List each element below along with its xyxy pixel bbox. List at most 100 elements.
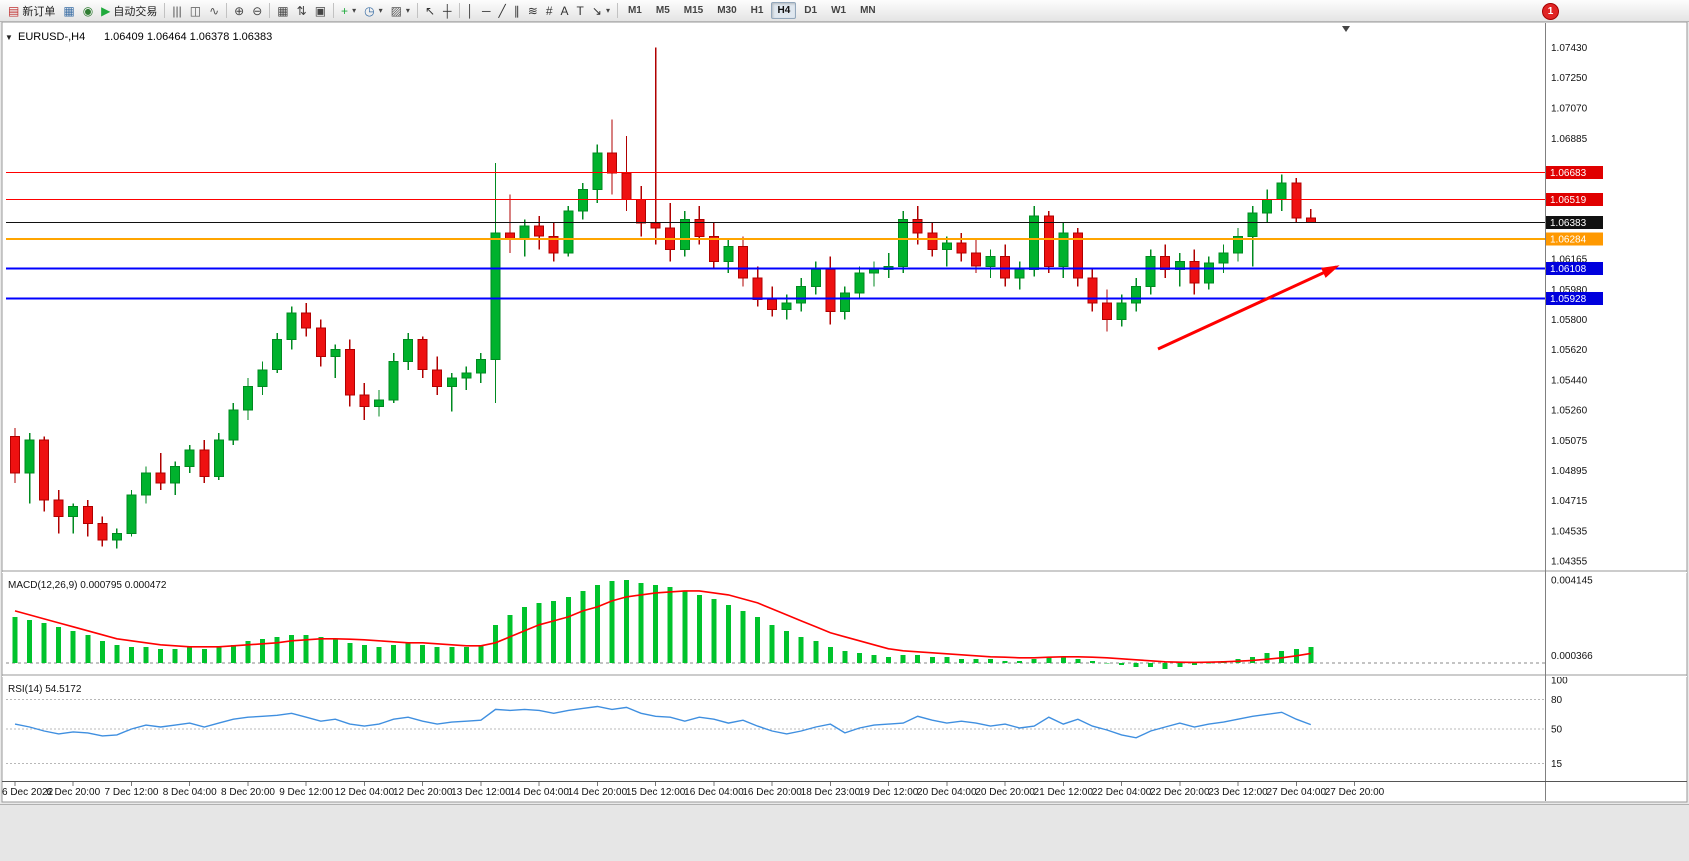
caret-down-icon[interactable]: ▾: [352, 6, 357, 15]
candle: [752, 266, 763, 307]
horizontal-line-button[interactable]: ─: [478, 4, 495, 18]
new-order-button-label: 新订单: [22, 5, 56, 18]
arrows-button[interactable]: ↘ ▾: [588, 4, 614, 18]
candle: [985, 249, 996, 278]
horizontal-line-icon: ─: [482, 3, 491, 18]
channel-icon: ∥: [513, 3, 520, 18]
zoom-out-button[interactable]: ⊖: [248, 4, 266, 18]
candle: [1233, 227, 1243, 262]
time-label: 6 Dec 20:00: [46, 787, 100, 798]
candle: [1087, 269, 1098, 312]
candle: [257, 361, 268, 395]
candle: [898, 211, 909, 273]
trend-arrow[interactable]: [1157, 265, 1340, 351]
time-label: 18 Dec 23:00: [801, 787, 861, 798]
candle: [1247, 206, 1258, 267]
timeframe-m5[interactable]: M5: [655, 5, 670, 16]
timeframe-m1[interactable]: M1: [627, 5, 642, 16]
candle: [941, 236, 952, 267]
new-order-button[interactable]: ▤ 新订单: [4, 2, 59, 20]
channel-button[interactable]: ∥: [510, 4, 524, 18]
price-tick: 1.06165: [1551, 254, 1588, 265]
caret-down-icon[interactable]: ▾: [378, 6, 383, 15]
community-button[interactable]: ◉: [79, 4, 97, 18]
price-tick: 1.05260: [1551, 405, 1588, 416]
tile-windows-button[interactable]: ▦: [273, 4, 292, 18]
text-button[interactable]: A: [557, 4, 573, 18]
price-tick: 1.06885: [1551, 134, 1588, 145]
timeframe-w1[interactable]: W1: [831, 5, 847, 16]
candlestick-button[interactable]: ◫: [186, 4, 205, 18]
rsi-line: [14, 705, 1312, 739]
chart-shift-marker[interactable]: [1342, 26, 1350, 32]
price-tick: 1.05620: [1551, 345, 1588, 356]
timeframe-m15[interactable]: M15: [683, 5, 704, 16]
toolbar-separator: [226, 3, 228, 18]
candle: [24, 433, 35, 504]
fibonacci-button[interactable]: ≋: [524, 4, 542, 18]
timeframe-h4[interactable]: H4: [771, 2, 797, 19]
candle: [388, 353, 399, 404]
timeframe-h1[interactable]: H1: [750, 5, 764, 16]
price-chart[interactable]: 1.07430 1.07250 1.07070 1.06885 1.06165 1.059…: [0, 0, 1689, 804]
cascade-windows-button[interactable]: ▣: [311, 4, 330, 18]
candle: [126, 489, 137, 537]
line-chart-button[interactable]: ∿: [205, 4, 223, 18]
candle: [490, 162, 501, 404]
price-tick: 1.07250: [1551, 73, 1588, 84]
price-tag-1.06519: 1.06519: [1546, 193, 1603, 207]
candle: [869, 261, 879, 287]
caret-down-icon[interactable]: ▾: [405, 6, 410, 15]
price-tick: 1.05800: [1551, 315, 1588, 326]
arrow-head-icon: [1321, 265, 1340, 278]
candle: [563, 206, 574, 257]
grid-button[interactable]: #: [542, 4, 557, 18]
time-label: 14 Dec 04:00: [509, 787, 569, 798]
time-label: 12 Dec 20:00: [393, 787, 453, 798]
vertical-line-button[interactable]: │: [463, 4, 479, 18]
crosshair-button[interactable]: ┼: [439, 4, 456, 18]
notification-badge[interactable]: 1: [1542, 3, 1559, 20]
templates-button[interactable]: ▨ ▾: [387, 4, 414, 18]
chart-generated-content: 1.07430 1.07250 1.07070 1.06885 1.06165 1.059…: [1, 21, 1688, 803]
chart-symbol-period: EURUSD-,H4: [18, 31, 85, 43]
caret-down-icon[interactable]: ▾: [605, 6, 610, 15]
toolbar-separator: [416, 3, 418, 18]
candle: [1029, 206, 1040, 277]
bar-chart-button[interactable]: |||: [168, 4, 185, 18]
time-label: 7 Dec 12:00: [105, 787, 159, 798]
new-chart-button[interactable]: ▦: [59, 4, 78, 18]
cursor-button[interactable]: ↖: [421, 4, 439, 18]
price-tag-1.05928: 1.05928: [1546, 291, 1603, 305]
timeframe-mn[interactable]: MN: [860, 5, 876, 16]
timeframe-d1[interactable]: D1: [804, 5, 818, 16]
text-label-button[interactable]: T: [573, 4, 588, 18]
community-icon: ◉: [82, 3, 94, 18]
rsi-indicator-label: RSI(14) 54.5172: [8, 684, 82, 695]
macd-indicator-label: MACD(12,26,9) 0.000795 0.000472: [8, 580, 167, 591]
periods-button[interactable]: ◷ ▾: [360, 4, 387, 18]
time-label: 23 Dec 12:00: [1208, 787, 1268, 798]
rsi-axis-tick: 100: [1551, 676, 1568, 687]
zoom-in-button[interactable]: ⊕: [230, 4, 248, 18]
toolbar-separator: [616, 3, 618, 18]
candle: [170, 461, 181, 495]
indicator-add-icon: +: [341, 3, 349, 18]
autotrading-button[interactable]: ▶ 自动交易: [97, 2, 161, 20]
indicators-button[interactable]: + ▾: [337, 4, 360, 18]
time-label: 27 Dec 04:00: [1267, 787, 1327, 798]
time-label: 14 Dec 20:00: [568, 787, 628, 798]
candle: [679, 211, 690, 257]
fibonacci-icon: ≋: [527, 3, 538, 18]
zoom-out-icon: ⊖: [252, 3, 263, 18]
time-label: 20 Dec 04:00: [917, 787, 977, 798]
one-click-trading-toggle[interactable]: ▼: [5, 33, 13, 42]
trendline-button[interactable]: ╱: [495, 4, 510, 18]
time-label: 15 Dec 12:00: [626, 787, 686, 798]
candle: [344, 339, 355, 407]
timeframe-m30[interactable]: M30: [717, 5, 737, 16]
candle: [141, 466, 151, 504]
time-label: 8 Dec 20:00: [221, 787, 275, 798]
candle: [1102, 289, 1112, 332]
arrange-windows-button[interactable]: ⇅: [293, 4, 311, 18]
